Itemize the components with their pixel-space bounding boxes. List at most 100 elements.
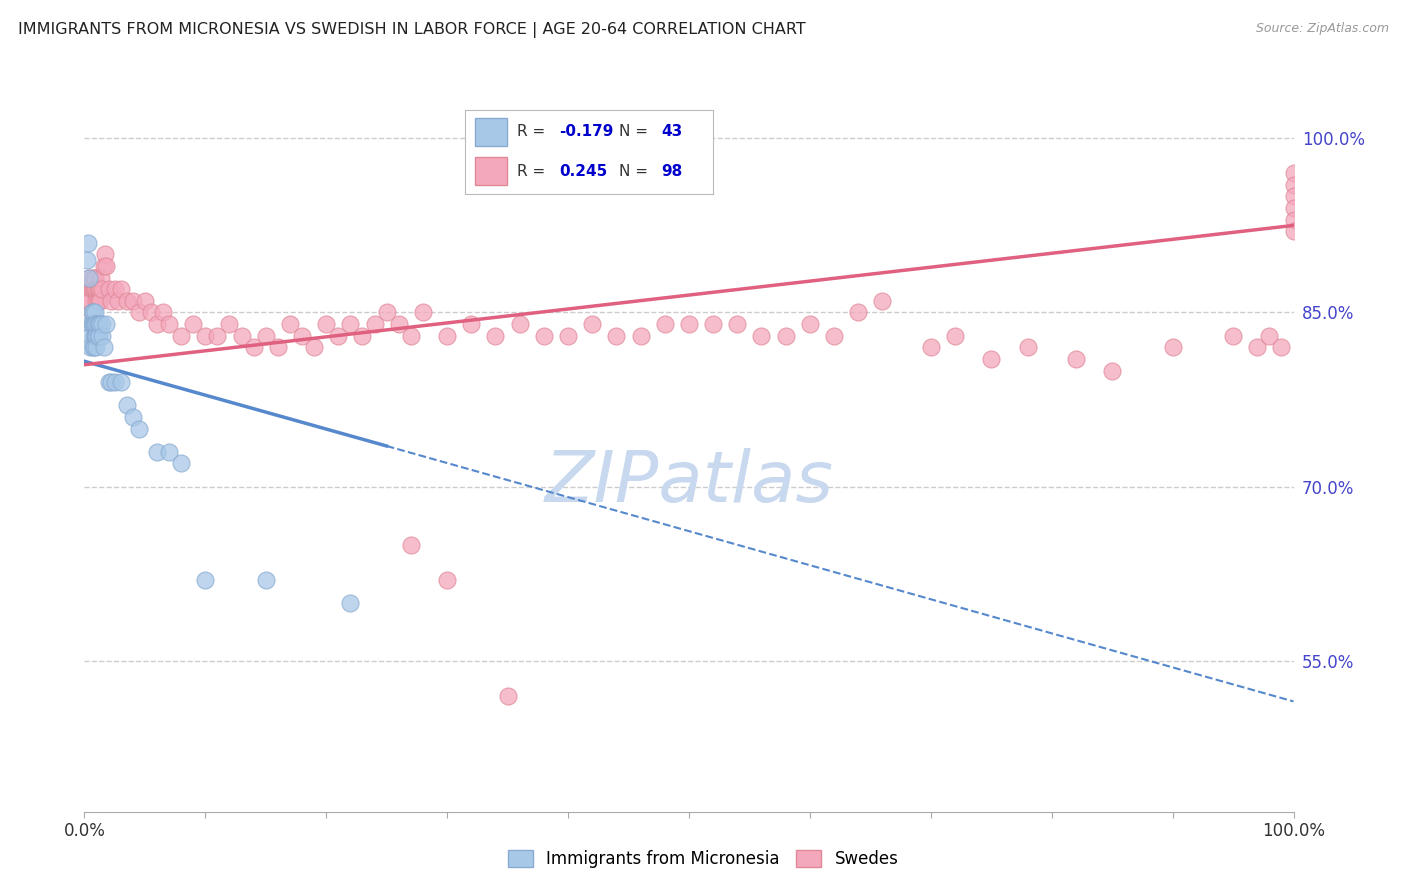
Point	[943, 328, 966, 343]
Point	[484, 328, 506, 343]
Point	[363, 317, 385, 331]
Text: ZIPatlas: ZIPatlas	[544, 448, 834, 517]
Point	[557, 328, 579, 343]
Point	[1282, 201, 1305, 215]
Point	[86, 317, 108, 331]
Point	[79, 317, 101, 331]
Point	[97, 282, 120, 296]
Point	[388, 317, 411, 331]
Point	[94, 259, 117, 273]
Point	[86, 328, 108, 343]
Point	[79, 282, 101, 296]
Point	[80, 305, 103, 319]
Point	[80, 305, 103, 319]
Point	[82, 340, 104, 354]
Point	[110, 282, 132, 296]
Point	[87, 328, 110, 343]
Point	[1282, 224, 1305, 238]
Point	[80, 282, 103, 296]
Point	[751, 328, 773, 343]
Point	[91, 328, 114, 343]
Point	[725, 317, 748, 331]
Point	[775, 328, 797, 343]
Point	[254, 573, 277, 587]
Point	[84, 328, 107, 343]
Point	[678, 317, 700, 331]
Point	[218, 317, 240, 331]
Point	[278, 317, 301, 331]
Point	[823, 328, 845, 343]
Point	[581, 317, 603, 331]
Point	[91, 282, 114, 296]
Point	[496, 689, 519, 703]
Point	[93, 259, 115, 273]
Point	[76, 253, 98, 268]
Point	[846, 305, 869, 319]
Point	[77, 235, 100, 250]
Point	[1017, 340, 1039, 354]
Point	[152, 305, 174, 319]
Point	[302, 340, 325, 354]
Point	[1282, 212, 1305, 227]
Point	[97, 375, 120, 389]
Point	[1270, 340, 1292, 354]
Point	[86, 282, 108, 296]
Point	[1282, 178, 1305, 192]
Point	[328, 328, 350, 343]
Point	[157, 445, 180, 459]
Point	[352, 328, 374, 343]
Point	[83, 317, 105, 331]
Point	[110, 375, 132, 389]
Point	[399, 328, 422, 343]
Point	[1282, 189, 1305, 203]
Point	[139, 305, 162, 319]
Point	[254, 328, 277, 343]
Point	[90, 270, 112, 285]
Point	[291, 328, 314, 343]
Point	[87, 317, 110, 331]
Point	[170, 328, 193, 343]
Point	[79, 293, 101, 308]
Point	[920, 340, 942, 354]
Point	[267, 340, 290, 354]
Point	[86, 293, 108, 308]
Point	[107, 293, 129, 308]
Point	[872, 293, 894, 308]
Point	[157, 317, 180, 331]
Point	[100, 375, 122, 389]
Point	[80, 317, 103, 331]
Point	[82, 282, 104, 296]
Point	[702, 317, 724, 331]
Point	[89, 282, 111, 296]
Point	[121, 293, 143, 308]
Point	[115, 293, 138, 308]
Point	[170, 457, 193, 471]
Legend: Immigrants from Micronesia, Swedes: Immigrants from Micronesia, Swedes	[501, 843, 905, 875]
Point	[436, 573, 458, 587]
Point	[84, 305, 107, 319]
Point	[77, 293, 100, 308]
Point	[412, 305, 434, 319]
Point	[83, 282, 105, 296]
Point	[84, 282, 107, 296]
Point	[1222, 328, 1244, 343]
Point	[86, 340, 108, 354]
Point	[134, 293, 156, 308]
Point	[87, 293, 110, 308]
Point	[375, 305, 398, 319]
Point	[87, 282, 110, 296]
Point	[339, 596, 361, 610]
Point	[86, 282, 108, 296]
Point	[82, 270, 104, 285]
Point	[104, 375, 127, 389]
Point	[1161, 340, 1184, 354]
Point	[86, 328, 108, 343]
Point	[315, 317, 337, 331]
Point	[1064, 351, 1087, 366]
Point	[100, 293, 122, 308]
Point	[194, 573, 217, 587]
Point	[115, 398, 138, 412]
Point	[1101, 363, 1123, 377]
Point	[207, 328, 229, 343]
Text: Source: ZipAtlas.com: Source: ZipAtlas.com	[1256, 22, 1389, 36]
